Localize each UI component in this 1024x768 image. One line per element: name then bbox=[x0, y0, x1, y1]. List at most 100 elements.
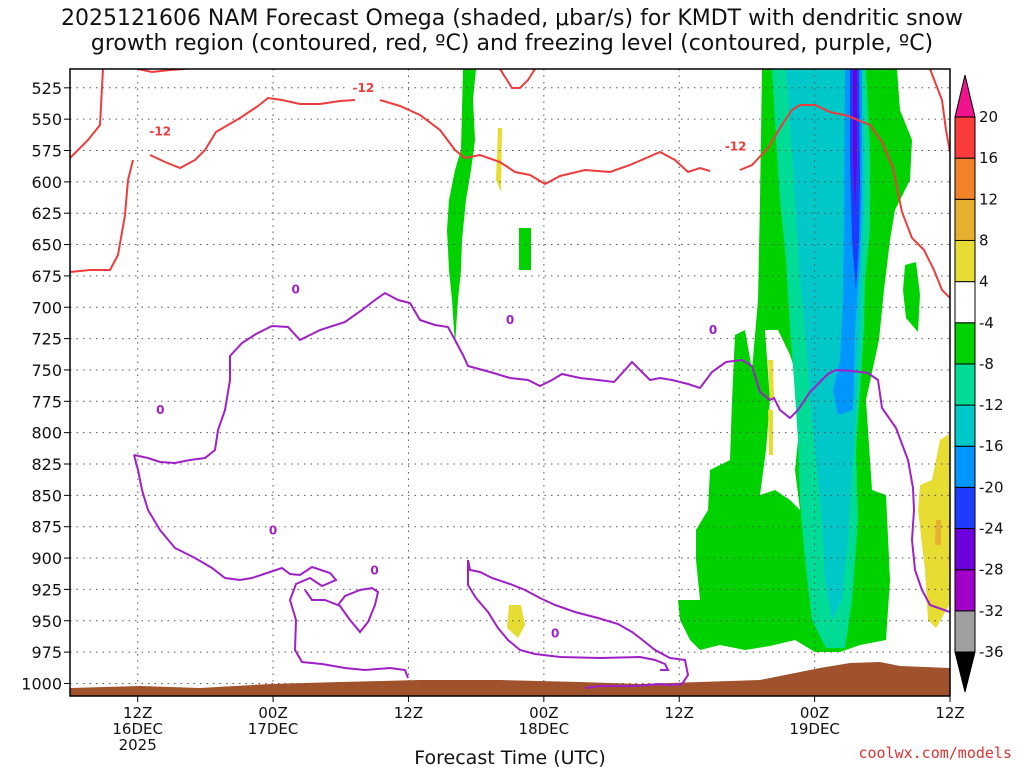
freezing-contour-loop-low bbox=[467, 559, 690, 689]
colorbar-swatch bbox=[954, 528, 976, 571]
x-tick-label: 18DEC bbox=[519, 720, 570, 738]
colorbar-label: -8 bbox=[979, 355, 994, 373]
title-line-1: 2025121606 NAM Forecast Omega (shaded, μ… bbox=[60, 6, 964, 31]
y-tick-label: 600 bbox=[31, 173, 62, 192]
x-tick-label: 00Z bbox=[258, 704, 287, 722]
y-tick-label: 850 bbox=[31, 486, 62, 505]
snow-growth-contour-left bbox=[70, 69, 104, 159]
contour-label: 0 bbox=[370, 564, 378, 578]
y-tick-label: 975 bbox=[31, 643, 62, 662]
y-tick-label: 525 bbox=[31, 79, 62, 98]
y-tick-label: 825 bbox=[31, 455, 62, 474]
colorbar-swatch bbox=[954, 157, 976, 200]
contour-label-bg bbox=[549, 625, 562, 640]
colorbar-label: 8 bbox=[979, 231, 989, 249]
contour-label: 0 bbox=[551, 626, 559, 640]
snow-growth-contour-left-lower bbox=[70, 159, 134, 273]
colorbar-swatch bbox=[954, 445, 976, 488]
freezing-contour-loop-inner bbox=[304, 586, 380, 634]
omega-region-18dec-yellow-top bbox=[496, 128, 502, 192]
colorbar-swatch bbox=[954, 569, 976, 612]
colorbar: -36 -32 -28 -24 -20 -16 -12 -8 -4 4 8 12 16 20 bbox=[954, 74, 1004, 693]
colorbar-label: -36 bbox=[979, 643, 1004, 661]
colorbar-label: -20 bbox=[979, 478, 1004, 496]
colorbar-label: 4 bbox=[979, 273, 989, 291]
contour-label-bg bbox=[707, 321, 720, 336]
contour-label: 0 bbox=[156, 403, 164, 417]
y-tick-label: 1000 bbox=[21, 674, 62, 693]
contour-label: -12 bbox=[352, 81, 374, 95]
colorbar-label: 20 bbox=[979, 108, 998, 126]
y-tick-label: 700 bbox=[31, 298, 62, 317]
y-tick-label: 800 bbox=[31, 424, 62, 443]
x-tick-label: 00Z bbox=[800, 704, 829, 722]
x-tick-label: 12Z bbox=[123, 704, 152, 722]
colorbar-over-triangle bbox=[954, 74, 976, 118]
contour-label-bg bbox=[721, 138, 750, 153]
title-line-2: growth region (contoured, red, ºC) and f… bbox=[90, 31, 934, 56]
contour-label: -12 bbox=[725, 140, 747, 154]
chart-title: 2025121606 NAM Forecast Omega (shaded, μ… bbox=[0, 6, 1024, 56]
contour-label: 0 bbox=[506, 313, 514, 327]
colorbar-swatch bbox=[954, 198, 976, 241]
contour-label-bg bbox=[154, 402, 167, 417]
colorbar-swatch bbox=[954, 404, 976, 447]
plot-frame bbox=[69, 68, 951, 697]
y-tick-label: 950 bbox=[31, 612, 62, 631]
contour-label-bg bbox=[504, 311, 516, 326]
y-tick-label: 925 bbox=[31, 580, 62, 599]
x-axis-label: Forecast Time (UTC) bbox=[414, 747, 605, 768]
omega-region-18dec-patch bbox=[519, 228, 531, 270]
x-tick-label: 17DEC bbox=[248, 720, 299, 738]
snow-growth-contour-top bbox=[499, 69, 536, 89]
y-tick-label: 750 bbox=[31, 361, 62, 380]
surface-terrain bbox=[70, 662, 950, 696]
x-tick-label: 16DEC bbox=[112, 720, 163, 738]
contour-labels: -12 -12 -12 0 0 0 0 0 0 0 bbox=[146, 79, 750, 640]
y-tick-label: 675 bbox=[31, 267, 62, 286]
y-tick-label: 575 bbox=[31, 142, 62, 161]
x-tick-label: 12Z bbox=[935, 704, 964, 722]
y-tick-label: 775 bbox=[31, 392, 62, 411]
omega-region-18dec-yellow-low bbox=[507, 605, 525, 638]
colorbar-under-triangle bbox=[954, 651, 976, 693]
y-tick-label: 550 bbox=[31, 110, 62, 129]
colorbar-label: -24 bbox=[979, 520, 1004, 538]
contour-label: 0 bbox=[269, 523, 277, 537]
colorbar-label: -16 bbox=[979, 437, 1004, 455]
omega-region-19dec-green-right bbox=[903, 262, 920, 332]
credit-text: coolwx.com/models bbox=[858, 744, 1012, 762]
x-tick-label: 2025 bbox=[119, 736, 157, 754]
colorbar-swatch bbox=[954, 239, 976, 283]
snow-growth-contour-corner bbox=[929, 69, 950, 153]
colorbar-label: -28 bbox=[979, 561, 1004, 579]
omega-region-19dec-core-inner bbox=[853, 69, 857, 210]
x-tick-label: 00Z bbox=[529, 704, 558, 722]
colorbar-swatch bbox=[954, 363, 976, 406]
colorbar-swatch bbox=[954, 610, 976, 653]
colorbar-swatch bbox=[954, 322, 976, 365]
contour-label-bg bbox=[146, 123, 175, 138]
omega-region-19dec-orange bbox=[935, 520, 941, 545]
y-tick-label: 875 bbox=[31, 518, 62, 537]
x-tick-label: 19DEC bbox=[789, 720, 840, 738]
colorbar-label: -4 bbox=[979, 314, 994, 332]
y-tick-label: 625 bbox=[31, 204, 62, 223]
contour-label: -12 bbox=[149, 125, 171, 139]
y-tick-label: 725 bbox=[31, 330, 62, 349]
contour-label-bg bbox=[368, 562, 381, 577]
colorbar-label: 16 bbox=[979, 149, 998, 167]
contour-label-bg bbox=[349, 79, 378, 94]
colorbar-label: -32 bbox=[979, 602, 1004, 620]
contour-label-bg bbox=[289, 281, 302, 296]
contour-label: 0 bbox=[709, 323, 717, 337]
contour-label: 0 bbox=[291, 283, 299, 297]
omega-shading bbox=[447, 69, 950, 652]
snow-growth-contour-right bbox=[739, 104, 950, 299]
x-tick-label: 12Z bbox=[394, 704, 423, 722]
colorbar-swatch bbox=[954, 486, 976, 530]
omega-region-19dec-yellow-streak-2 bbox=[768, 410, 773, 455]
y-tick-label: 650 bbox=[31, 236, 62, 255]
